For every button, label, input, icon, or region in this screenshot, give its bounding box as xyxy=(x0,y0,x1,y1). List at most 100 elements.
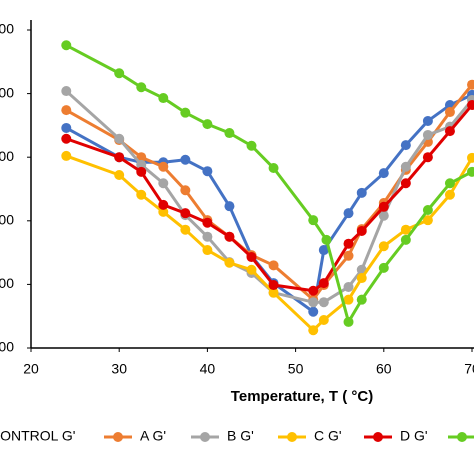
legend-label: CONTROL G' xyxy=(0,428,75,444)
data-point xyxy=(343,294,354,305)
data-point xyxy=(180,107,191,118)
data-point xyxy=(114,133,125,144)
data-point xyxy=(246,264,257,275)
data-point xyxy=(268,287,279,298)
data-point xyxy=(224,257,235,268)
data-point xyxy=(202,245,213,256)
data-point xyxy=(202,217,213,228)
data-point xyxy=(318,245,329,256)
data-point xyxy=(158,93,169,104)
legend-label: C G' xyxy=(314,428,342,444)
data-point xyxy=(422,115,433,126)
legend-label: B G' xyxy=(227,428,254,444)
data-point xyxy=(180,185,191,196)
legend-label: A G' xyxy=(140,428,166,444)
data-point xyxy=(268,280,279,291)
data-point xyxy=(224,201,235,212)
legend-marker xyxy=(373,432,383,442)
data-point xyxy=(202,119,213,130)
data-point xyxy=(158,206,169,217)
data-point xyxy=(308,285,319,296)
data-point xyxy=(136,189,147,200)
data-point xyxy=(308,297,319,308)
data-point xyxy=(467,152,474,163)
legend-marker xyxy=(113,432,123,442)
data-point xyxy=(61,122,72,133)
data-point xyxy=(356,294,367,305)
data-point xyxy=(224,231,235,242)
data-point xyxy=(268,260,279,271)
data-point xyxy=(378,241,389,252)
data-point xyxy=(356,273,367,284)
x-tick-label: 60 xyxy=(376,361,392,377)
series-line xyxy=(65,154,474,332)
y-tick-label: 2,000 xyxy=(0,275,14,291)
data-point xyxy=(61,40,72,51)
data-point xyxy=(158,199,169,210)
y-tick-label: 1,000 xyxy=(0,339,14,355)
data-point xyxy=(202,231,213,242)
data-point xyxy=(400,140,411,151)
data-point xyxy=(114,170,125,181)
data-point xyxy=(343,250,354,261)
data-point xyxy=(378,168,389,179)
data-point xyxy=(318,278,329,289)
data-point xyxy=(422,204,433,215)
data-point xyxy=(61,150,72,161)
legend-label: D G' xyxy=(400,428,428,444)
data-point xyxy=(180,208,191,219)
data-point xyxy=(61,105,72,116)
data-point xyxy=(467,79,474,90)
data-point xyxy=(356,187,367,198)
data-point xyxy=(180,154,191,165)
data-point xyxy=(422,129,433,140)
data-point xyxy=(308,215,319,226)
data-point xyxy=(114,68,125,79)
y-tick-label: 3,000 xyxy=(0,212,14,228)
data-point xyxy=(343,208,354,219)
legend-marker xyxy=(287,432,297,442)
x-tick-label: 50 xyxy=(288,361,304,377)
data-point xyxy=(422,215,433,226)
data-point xyxy=(467,166,474,177)
data-point xyxy=(318,315,329,326)
data-point xyxy=(356,225,367,236)
data-point xyxy=(224,128,235,139)
x-tick-label: 30 xyxy=(111,361,127,377)
data-point xyxy=(318,297,329,308)
legend-marker xyxy=(457,432,467,442)
data-point xyxy=(378,262,389,273)
y-tick-label: 5,000 xyxy=(0,84,14,100)
legend-marker xyxy=(200,432,210,442)
data-point xyxy=(321,234,332,245)
y-tick-label: 6,000 xyxy=(0,21,14,37)
data-point xyxy=(400,234,411,245)
data-point xyxy=(308,306,319,317)
data-point xyxy=(343,316,354,327)
y-tick-label: 4,000 xyxy=(0,148,14,164)
data-point xyxy=(444,107,455,118)
data-point xyxy=(378,210,389,221)
data-point xyxy=(61,133,72,144)
data-point xyxy=(61,86,72,97)
data-point xyxy=(444,189,455,200)
x-tick-label: 20 xyxy=(23,361,39,377)
data-point xyxy=(444,178,455,189)
data-point xyxy=(400,178,411,189)
data-point xyxy=(114,152,125,163)
data-point xyxy=(158,161,169,172)
data-point xyxy=(180,224,191,235)
data-point xyxy=(343,238,354,249)
data-point xyxy=(246,252,257,263)
data-point xyxy=(343,281,354,292)
data-point xyxy=(467,100,474,111)
series-line xyxy=(65,104,474,293)
data-point xyxy=(136,166,147,177)
data-point xyxy=(400,161,411,172)
x-tick-label: 70 xyxy=(464,361,474,377)
x-axis-title: Temperature, T ( °C) xyxy=(231,388,373,405)
data-point xyxy=(400,224,411,235)
data-point xyxy=(444,126,455,137)
data-point xyxy=(422,152,433,163)
